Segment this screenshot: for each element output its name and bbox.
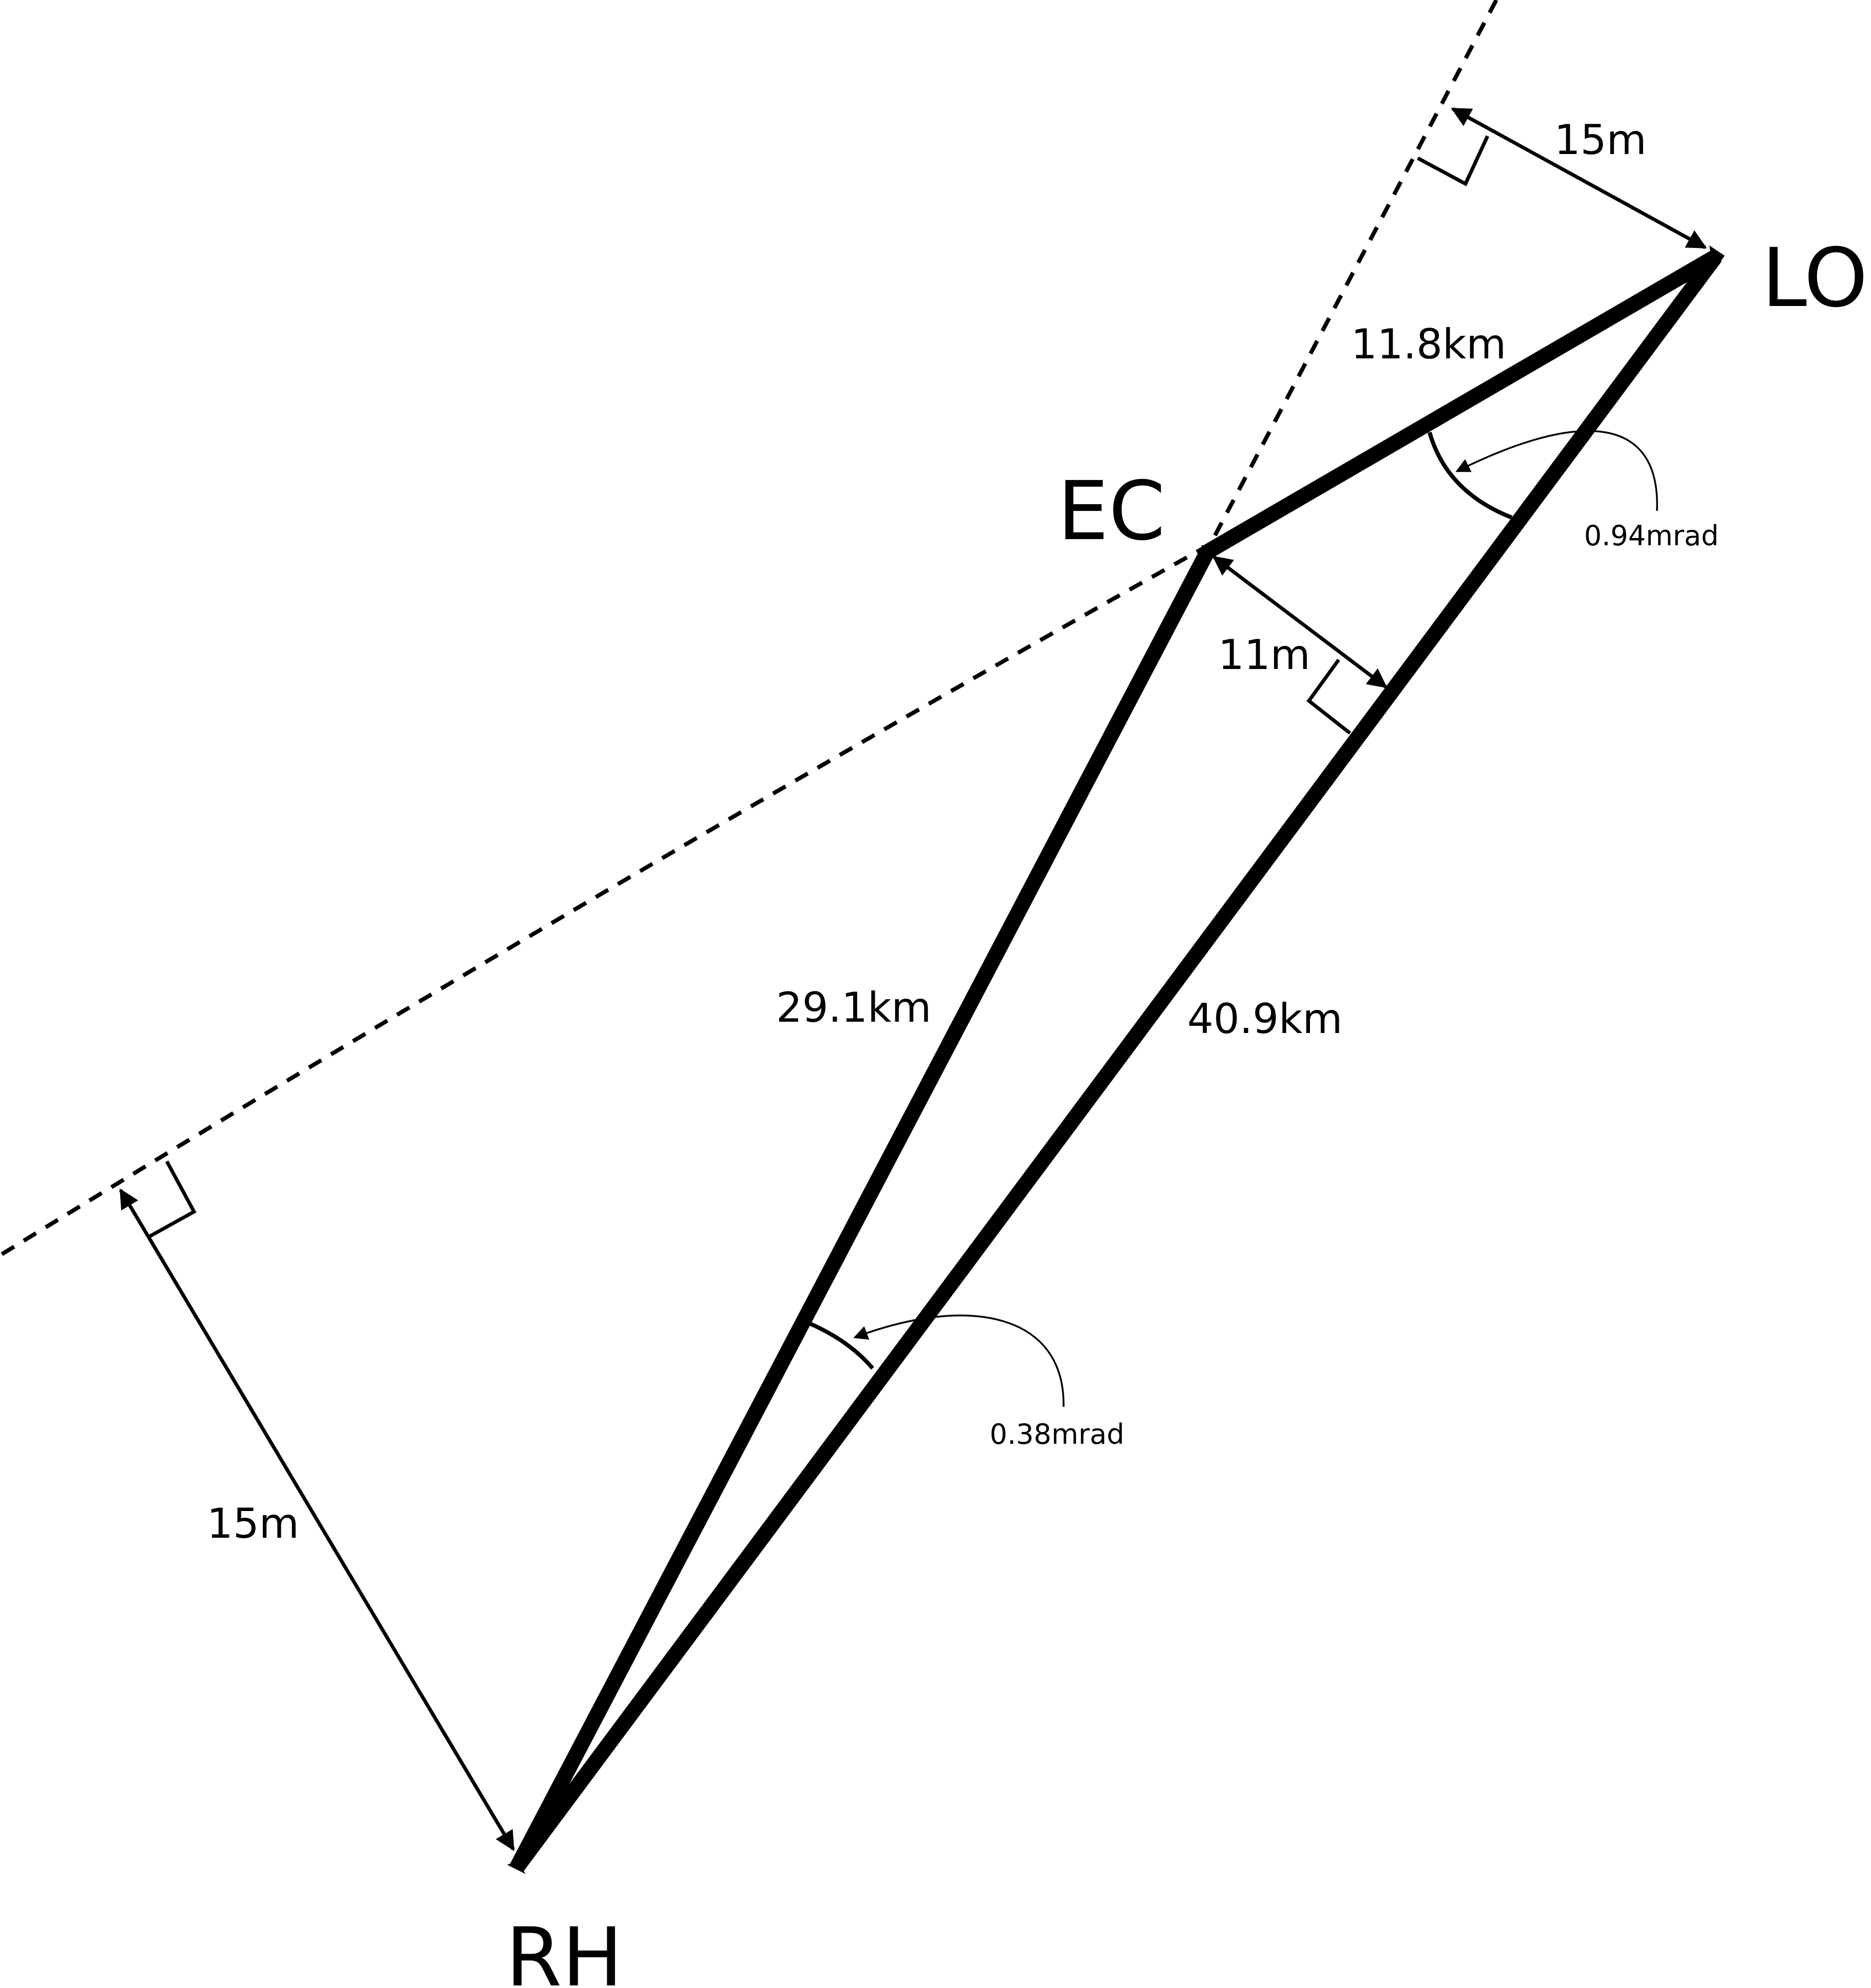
angle-arc-lo bbox=[1428, 431, 1513, 520]
angle-label-lo: 0.94mrad bbox=[1584, 520, 1719, 552]
side-lo-ec bbox=[1203, 250, 1720, 559]
right-angle-mark-ec bbox=[1306, 658, 1352, 735]
offset-label-lo: 15m bbox=[1554, 116, 1647, 164]
offset-arrow-rh bbox=[119, 1188, 515, 1851]
angle-label-rh: 0.38mrad bbox=[990, 1418, 1124, 1450]
vertex-join-ec bbox=[1201, 545, 1218, 561]
offset-arrow-lo bbox=[1451, 107, 1707, 250]
angle-callout-rh bbox=[853, 1314, 1065, 1407]
side-lo-rh bbox=[510, 252, 1722, 1872]
offset-label-ec: 11m bbox=[1218, 631, 1310, 679]
offset-label-rh: 15m bbox=[207, 1500, 299, 1547]
vertex-join-lo bbox=[1709, 245, 1725, 271]
distance-ec-rh: 29.1km bbox=[776, 984, 931, 1031]
side-ec-rh bbox=[510, 548, 1214, 1871]
right-angle-mark-rh bbox=[147, 1160, 197, 1239]
angle-callout-lo bbox=[1455, 430, 1658, 511]
label-rh: RH bbox=[506, 1910, 623, 1985]
horizon-curve bbox=[0, 0, 1498, 1257]
distance-lo-ec: 11.8km bbox=[1351, 320, 1506, 368]
offset-arrow-ec bbox=[1212, 556, 1388, 689]
vertex-join-rh bbox=[507, 1861, 526, 1874]
angle-arc-rh bbox=[809, 1322, 875, 1370]
label-lo: LO bbox=[1762, 231, 1868, 326]
label-ec: EC bbox=[1057, 464, 1165, 559]
right-angle-mark-lo bbox=[1417, 135, 1490, 186]
distance-lo-rh: 40.9km bbox=[1187, 995, 1342, 1043]
